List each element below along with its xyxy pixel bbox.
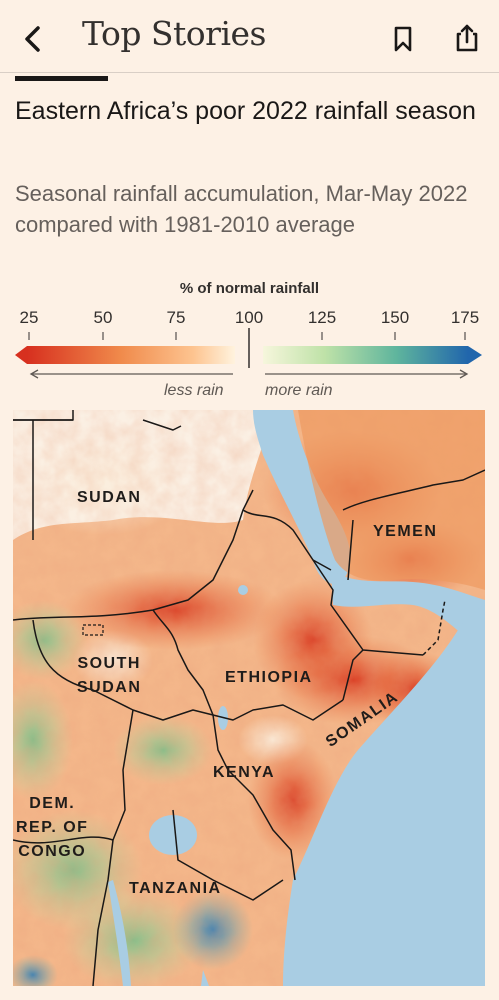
map-label-kenya: KENYA [213, 764, 276, 781]
map-label-drc: DEM. REP. OF CONGO [16, 792, 88, 864]
back-button[interactable] [18, 22, 48, 56]
legend-colorbar [15, 328, 482, 379]
top-bar: Top Stories [0, 0, 499, 73]
map-label-sudan: SUDAN [77, 489, 142, 506]
legend-tick-150: 150 [380, 308, 410, 327]
map-label-south-sudan-line2: SUDAN [77, 679, 142, 696]
page-title: Top Stories [82, 14, 266, 53]
map-canvas [13, 410, 485, 986]
lake-victoria [149, 815, 197, 855]
somalia-somaliland-border [422, 599, 446, 656]
share-icon [456, 24, 478, 52]
red-sea [253, 410, 351, 584]
legend-tick-100: 100 [234, 308, 264, 327]
legend-low-gradient [27, 346, 235, 364]
map-label-south-sudan-line1: SOUTH [77, 655, 141, 672]
legend-low-arrowhead [15, 346, 27, 364]
lake-tanganyika [108, 880, 131, 986]
bookmark-button[interactable] [390, 24, 416, 54]
legend-tick-125: 125 [307, 308, 337, 327]
rainfall-map: SUDAN YEMEN SOUTH SUDAN ETHIOPIA SOMALIA… [13, 410, 485, 986]
abyei-box [82, 624, 104, 636]
rainfall-legend: % of normal rainfall 25 50 75 100 125 15… [0, 276, 499, 406]
chevron-left-icon [25, 26, 40, 52]
legend-high-gradient [263, 346, 468, 364]
share-button[interactable] [452, 22, 482, 54]
legend-tick-25: 25 [19, 308, 39, 327]
map-label-drc-line3: CONGO [18, 843, 87, 860]
map-label-yemen: YEMEN [373, 523, 438, 540]
indian-ocean [283, 605, 485, 986]
article-subtitle: Seasonal rainfall accumulation, Mar-May … [15, 181, 468, 237]
legend-title: % of normal rainfall [179, 280, 320, 297]
map-label-drc-line2: REP. OF [16, 819, 89, 836]
map-label-drc-line1: DEM. [29, 795, 76, 812]
arabia-land [298, 410, 485, 590]
legend-tick-50: 50 [93, 308, 113, 327]
legend-high-arrowhead [468, 346, 482, 364]
country-borders [13, 410, 485, 986]
article-headline: Eastern Africa’s poor 2022 rainfall seas… [15, 97, 476, 125]
lake-malawi [201, 970, 209, 986]
legend-tick-175: 175 [450, 308, 480, 327]
headline-rule [15, 76, 108, 81]
legend-less-rain-label: less rain [164, 382, 224, 399]
map-label-tanzania: TANZANIA [129, 880, 222, 897]
legend-more-rain-label: more rain [265, 382, 333, 399]
map-label-ethiopia: ETHIOPIA [225, 669, 313, 686]
legend-tick-75: 75 [166, 308, 186, 327]
map-label-south-sudan: SOUTH SUDAN [77, 652, 141, 700]
bookmark-icon [394, 26, 412, 52]
gulf-of-aden [331, 570, 485, 650]
